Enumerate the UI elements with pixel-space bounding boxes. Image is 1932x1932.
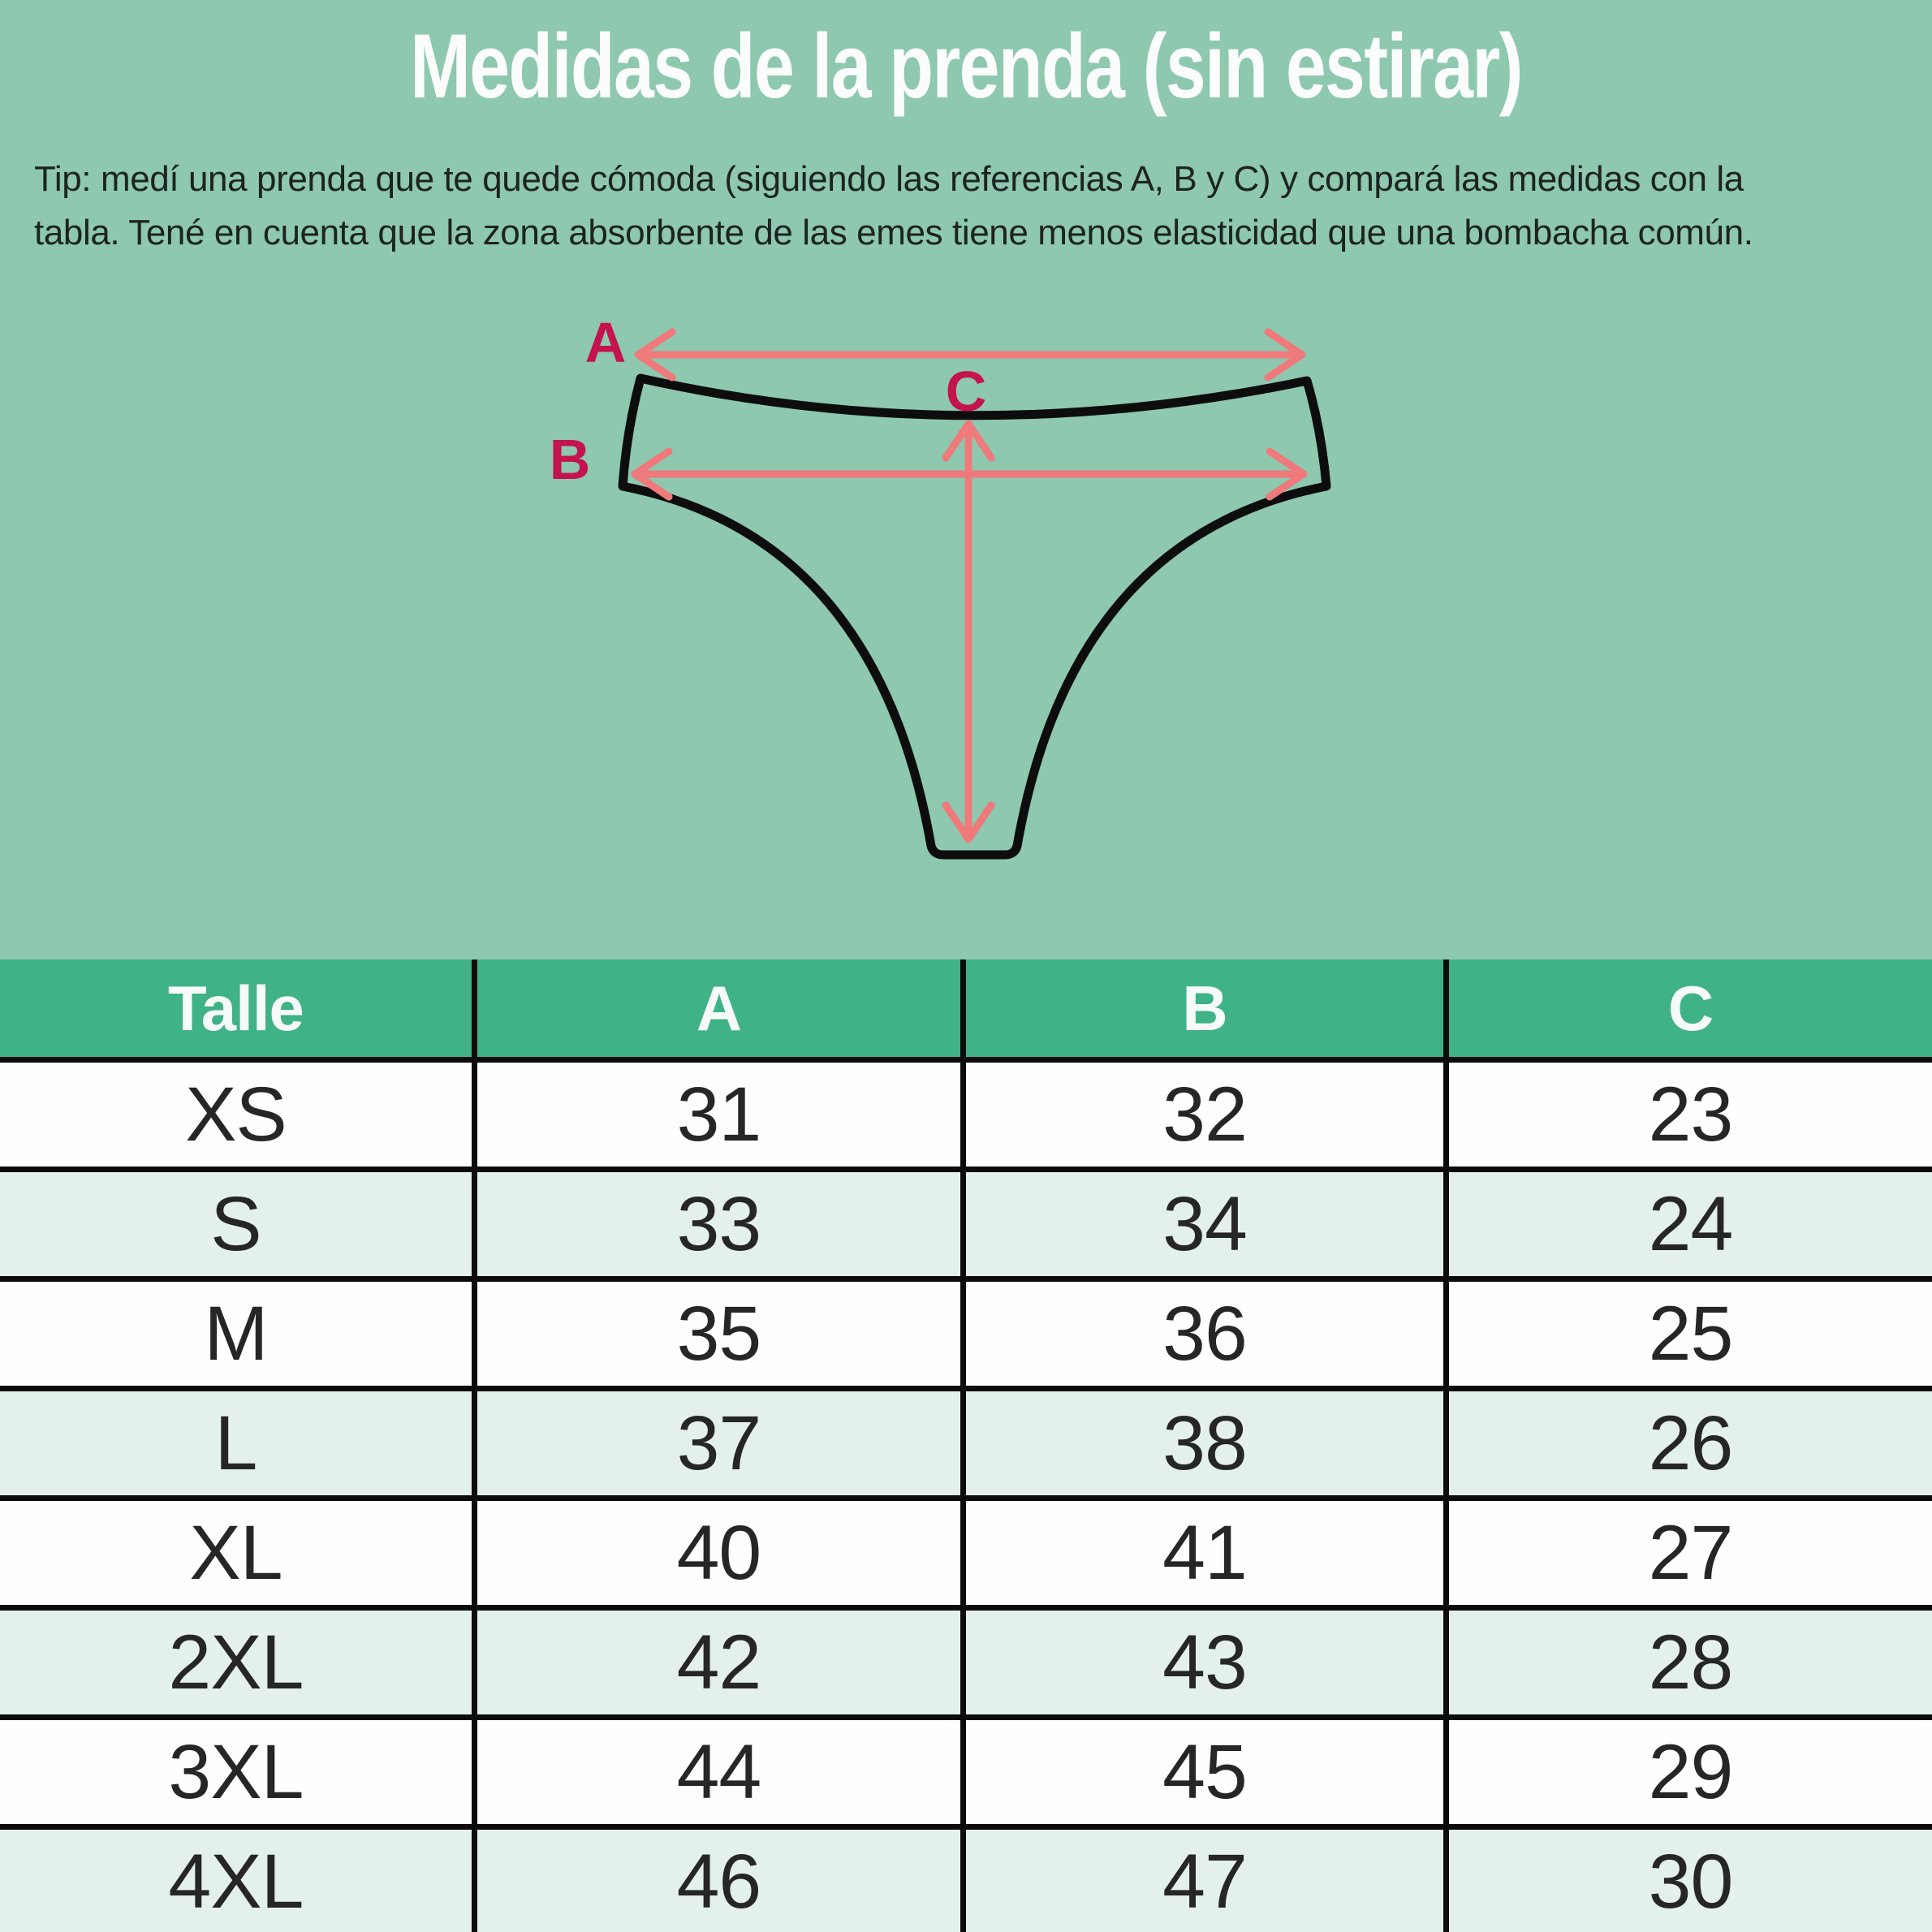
header-cell-b: B — [965, 960, 1449, 1057]
cell-c: 29 — [1448, 1720, 1932, 1824]
top-section: Medidas de la prenda (sin estirar) Tip: … — [0, 0, 1932, 960]
cell-a: 35 — [477, 1282, 966, 1386]
table-row-xl: XL 40 41 27 — [0, 1501, 1932, 1611]
table-row-4xl: 4XL 46 47 30 — [0, 1830, 1932, 1932]
page-title: Medidas de la prenda (sin estirar) — [410, 15, 1523, 117]
tip-text: Tip: medí una prenda que te quede cómoda… — [34, 153, 1917, 260]
cell-c: 24 — [1448, 1172, 1932, 1276]
measure-label-b: B — [550, 428, 591, 491]
tip-line-2: tabla. Tené en cuenta que la zona absorb… — [34, 213, 1753, 252]
measure-arrow-c — [942, 420, 995, 843]
cell-c: 28 — [1448, 1611, 1932, 1714]
cell-c: 23 — [1448, 1063, 1932, 1167]
cell-size: XL — [0, 1501, 477, 1605]
cell-b: 47 — [965, 1830, 1449, 1932]
cell-b: 36 — [965, 1282, 1449, 1386]
cell-size: 3XL — [0, 1720, 477, 1824]
cell-b: 38 — [965, 1391, 1449, 1495]
cell-size: M — [0, 1282, 477, 1386]
cell-b: 32 — [965, 1063, 1449, 1167]
cell-a: 33 — [477, 1172, 966, 1276]
measure-label-a: A — [585, 311, 627, 374]
cell-b: 41 — [965, 1501, 1449, 1605]
cell-size: S — [0, 1172, 477, 1276]
cell-a: 31 — [477, 1063, 966, 1167]
cell-b: 34 — [965, 1172, 1449, 1276]
tip-line-1: Tip: medí una prenda que te quede cómoda… — [34, 159, 1744, 199]
cell-size: XS — [0, 1063, 477, 1167]
cell-c: 30 — [1448, 1830, 1932, 1932]
size-table: Talle A B C XS 31 32 23 S 33 34 24 M 35 … — [0, 960, 1932, 1932]
measure-arrow-a — [634, 328, 1306, 382]
cell-a: 42 — [477, 1611, 966, 1714]
measure-label-c: C — [946, 360, 987, 423]
header-cell-a: A — [477, 960, 966, 1057]
table-header-row: Talle A B C — [0, 960, 1932, 1063]
cell-c: 25 — [1448, 1282, 1932, 1386]
cell-size: 2XL — [0, 1611, 477, 1714]
cell-a: 40 — [477, 1501, 966, 1605]
table-row-l: L 37 38 26 — [0, 1391, 1932, 1501]
cell-b: 45 — [965, 1720, 1449, 1824]
garment-outline-shape — [618, 373, 1331, 860]
table-row-3xl: 3XL 44 45 29 — [0, 1720, 1932, 1830]
header-cell-talle: Talle — [0, 960, 477, 1057]
cell-b: 43 — [965, 1611, 1449, 1714]
garment-measure-diagram: A B C — [550, 311, 1331, 860]
measure-arrow-b — [631, 447, 1308, 501]
cell-size: L — [0, 1391, 477, 1495]
cell-size: 4XL — [0, 1830, 477, 1932]
header-cell-c: C — [1448, 960, 1932, 1057]
table-row-2xl: 2XL 42 43 28 — [0, 1611, 1932, 1720]
cell-c: 27 — [1448, 1501, 1932, 1605]
cell-a: 44 — [477, 1720, 966, 1824]
table-row-s: S 33 34 24 — [0, 1172, 1932, 1282]
table-row-m: M 35 36 25 — [0, 1282, 1932, 1391]
cell-a: 37 — [477, 1391, 966, 1495]
cell-c: 26 — [1448, 1391, 1932, 1495]
cell-a: 46 — [477, 1830, 966, 1932]
table-row-xs: XS 31 32 23 — [0, 1063, 1932, 1172]
